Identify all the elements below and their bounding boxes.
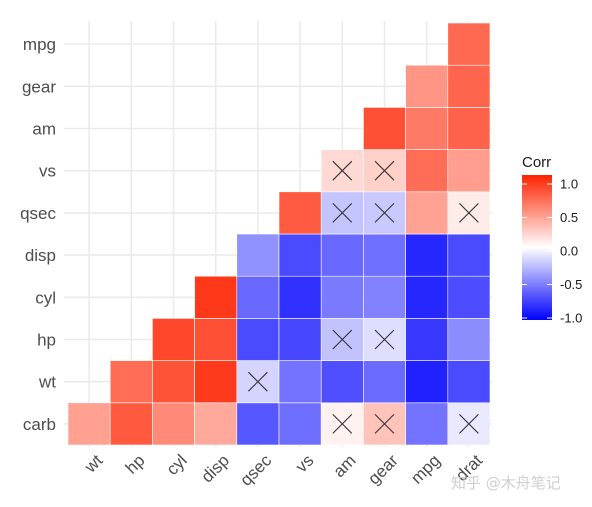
heatmap-cell	[236, 402, 280, 446]
insignificant-mark	[374, 414, 395, 434]
heatmap-cell	[320, 360, 364, 404]
y-tick-label: carb	[23, 415, 56, 434]
heatmap-cell	[363, 275, 406, 319]
heatmap-cell	[405, 318, 449, 361]
heatmap-cell	[447, 360, 491, 404]
heatmap-cells	[67, 22, 491, 446]
heatmap-cell	[447, 107, 491, 150]
heatmap-cell	[320, 233, 364, 277]
heatmap-cell	[363, 360, 406, 404]
heatmap-cell	[109, 360, 153, 404]
y-tick-label: disp	[25, 246, 56, 265]
insignificant-mark	[332, 414, 353, 434]
y-tick-label: gear	[22, 77, 56, 96]
insignificant-mark	[332, 160, 353, 181]
heatmap-cell	[278, 360, 322, 404]
heatmap-cell	[447, 149, 491, 193]
heatmap-cell	[236, 275, 280, 319]
heatmap-cell	[152, 402, 195, 446]
insignificant-mark	[332, 203, 353, 223]
watermark-text: 知乎 @木舟笔记	[451, 474, 561, 492]
heatmap-cell	[236, 318, 280, 361]
heatmap-cell	[194, 275, 238, 319]
insignificant-mark	[459, 414, 479, 434]
heatmap-cell	[447, 318, 491, 361]
y-tick-label: qsec	[20, 204, 56, 223]
heatmap-cell	[152, 360, 195, 404]
heatmap-cell	[278, 318, 322, 361]
legend: Corr 1.0 0.5 0.0 -0.5 -1.0	[522, 154, 582, 326]
x-tick-label: mpg	[407, 451, 444, 488]
x-tick-label: disp	[198, 451, 233, 486]
heatmap-cell	[278, 275, 322, 319]
y-axis-labels: carb wt hp cyl disp qsec vs am gear mpg	[20, 35, 56, 434]
x-tick-label: qsec	[236, 451, 275, 490]
heatmap-cell	[152, 318, 195, 361]
heatmap-cell	[363, 107, 406, 150]
heatmap-cell	[278, 191, 322, 235]
heatmap-cell	[194, 360, 238, 404]
insignificant-mark	[374, 203, 395, 223]
x-tick-label: hp	[122, 451, 149, 478]
legend-tick-label: 0.5	[560, 210, 578, 225]
legend-tick-label: 1.0	[560, 177, 578, 192]
heatmap-cell	[405, 402, 449, 446]
heatmap-cell	[405, 360, 449, 404]
x-tick-label: vs	[292, 451, 317, 476]
x-tick-label: gear	[364, 451, 402, 489]
heatmap-cell	[405, 107, 449, 150]
x-tick-label: wt	[80, 451, 106, 477]
heatmap-cell	[236, 233, 280, 277]
heatmap-cell	[67, 402, 111, 446]
y-tick-label: wt	[38, 373, 56, 392]
heatmap-cell	[447, 275, 491, 319]
insignificant-mark	[374, 329, 395, 350]
heatmap-cell	[194, 402, 238, 446]
legend-title: Corr	[522, 154, 551, 171]
heatmap-cell	[405, 233, 449, 277]
insignificant-mark	[459, 203, 479, 223]
heatmap-cell	[447, 233, 491, 277]
legend-tick-label: -0.5	[560, 277, 582, 292]
insignificant-mark	[248, 371, 268, 392]
legend-colorbar	[522, 175, 552, 320]
y-tick-label: cyl	[35, 288, 56, 307]
y-tick-label: vs	[39, 162, 56, 181]
heatmap-cell	[405, 64, 449, 108]
heatmap-cell	[405, 275, 449, 319]
insignificant-mark	[374, 160, 395, 181]
x-tick-label: cyl	[163, 451, 191, 479]
heatmap-cell	[405, 191, 449, 235]
y-tick-label: mpg	[23, 35, 56, 54]
x-tick-label: am	[329, 451, 359, 481]
heatmap-cell	[447, 22, 491, 66]
legend-tick-label: -1.0	[560, 311, 582, 326]
y-tick-label: am	[32, 120, 56, 139]
heatmap-cell	[405, 149, 449, 193]
legend-tick-label: 0.0	[560, 244, 578, 259]
heatmap-cell	[109, 402, 153, 446]
y-tick-label: hp	[37, 331, 56, 350]
heatmap-cell	[194, 318, 238, 361]
heatmap-cell	[320, 275, 364, 319]
x-axis-labels: wt hp cyl disp qsec vs am gear mpg drat	[80, 451, 486, 490]
insignificant-mark	[332, 329, 353, 350]
heatmap-cell	[363, 233, 406, 277]
heatmap-cell	[278, 402, 322, 446]
heatmap-cell	[278, 233, 322, 277]
heatmap-cell	[447, 64, 491, 108]
